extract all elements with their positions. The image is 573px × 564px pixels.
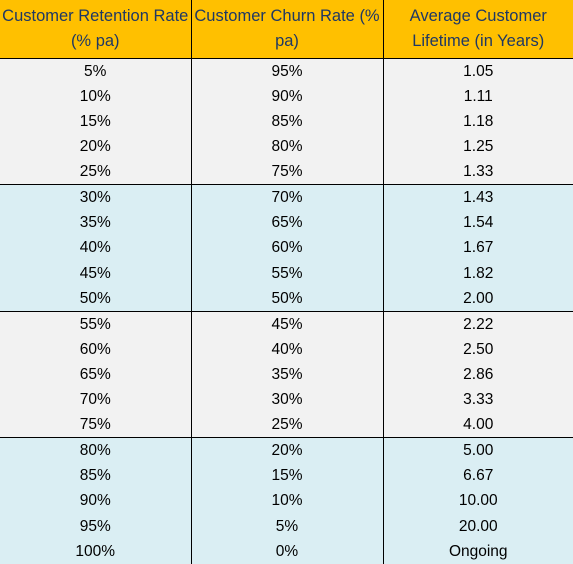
cell-average-lifetime: 10.00 <box>382 488 573 514</box>
cell-average-lifetime: 2.22 <box>382 310 573 337</box>
table-row: 45% 55% 1.82 <box>0 260 573 286</box>
cell-retention-rate: 30% <box>0 184 191 211</box>
table-row: 80% 20% 5.00 <box>0 437 573 464</box>
cell-retention-rate: 55% <box>0 310 191 337</box>
table-body: 5% 95% 1.05 10% 90% 1.11 15% 85% 1.18 20% 80% 1.25 2… <box>0 58 573 564</box>
header-churn-rate: Customer Churn Rate (% pa) <box>190 0 383 59</box>
table-row: 75% 25% 4.00 <box>0 412 573 438</box>
cell-churn-rate: 40% <box>190 336 383 362</box>
cell-retention-rate: 90% <box>0 488 191 514</box>
table-row: 65% 35% 2.86 <box>0 361 573 387</box>
cell-churn-rate: 45% <box>190 310 383 337</box>
cell-retention-rate: 10% <box>0 83 191 109</box>
cell-retention-rate: 95% <box>0 513 191 539</box>
cell-retention-rate: 65% <box>0 361 191 387</box>
cell-average-lifetime: 1.25 <box>382 133 573 160</box>
cell-retention-rate: 100% <box>0 538 191 564</box>
cell-churn-rate: 85% <box>190 108 383 134</box>
table-row: 85% 15% 6.67 <box>0 463 573 489</box>
cell-average-lifetime: 20.00 <box>382 513 573 539</box>
cell-average-lifetime: 1.11 <box>382 83 573 109</box>
table-row: 90% 10% 10.00 <box>0 488 573 514</box>
table-row: 20% 80% 1.25 <box>0 133 573 160</box>
header-row: Customer Retention Rate (% pa) Customer … <box>0 0 573 59</box>
header-retention-rate: Customer Retention Rate (% pa) <box>0 0 191 59</box>
cell-average-lifetime: 1.18 <box>382 108 573 134</box>
cell-churn-rate: 20% <box>190 437 383 464</box>
cell-average-lifetime: 2.00 <box>382 285 573 312</box>
table-row: 70% 30% 3.33 <box>0 387 573 413</box>
cell-average-lifetime: 1.33 <box>382 159 573 185</box>
table-row: 60% 40% 2.50 <box>0 336 573 362</box>
cell-churn-rate: 55% <box>190 260 383 286</box>
cell-average-lifetime: 6.67 <box>382 463 573 489</box>
cell-retention-rate: 50% <box>0 285 191 312</box>
cell-retention-rate: 70% <box>0 387 191 413</box>
cell-average-lifetime: 1.82 <box>382 260 573 286</box>
cell-retention-rate: 45% <box>0 260 191 286</box>
cell-churn-rate: 50% <box>190 285 383 312</box>
cell-retention-rate: 5% <box>0 58 191 84</box>
cell-churn-rate: 90% <box>190 83 383 109</box>
table-header: Customer Retention Rate (% pa) Customer … <box>0 0 573 59</box>
table-row: 15% 85% 1.18 <box>0 108 573 134</box>
cell-retention-rate: 75% <box>0 412 191 438</box>
cell-retention-rate: 15% <box>0 108 191 134</box>
cell-average-lifetime: 1.43 <box>382 184 573 211</box>
cell-churn-rate: 0% <box>190 538 383 564</box>
cell-average-lifetime: 2.86 <box>382 361 573 387</box>
table-row: 55% 45% 2.22 <box>0 310 573 337</box>
cell-average-lifetime: 3.33 <box>382 387 573 413</box>
table-row: 30% 70% 1.43 <box>0 184 573 211</box>
header-average-lifetime: Average Customer Lifetime (in Years) <box>382 0 573 59</box>
table-row: 100% 0% Ongoing <box>0 538 573 564</box>
cell-average-lifetime: 2.50 <box>382 336 573 362</box>
cell-churn-rate: 65% <box>190 210 383 236</box>
cell-churn-rate: 5% <box>190 513 383 539</box>
table-row: 50% 50% 2.00 <box>0 285 573 312</box>
cell-churn-rate: 15% <box>190 463 383 489</box>
cell-retention-rate: 85% <box>0 463 191 489</box>
cell-churn-rate: 30% <box>190 387 383 413</box>
cell-retention-rate: 80% <box>0 437 191 464</box>
cell-retention-rate: 20% <box>0 133 191 160</box>
cell-retention-rate: 25% <box>0 159 191 185</box>
cell-churn-rate: 75% <box>190 159 383 185</box>
cell-churn-rate: 95% <box>190 58 383 84</box>
cell-retention-rate: 40% <box>0 235 191 261</box>
table-row: 95% 5% 20.00 <box>0 513 573 539</box>
cell-retention-rate: 60% <box>0 336 191 362</box>
cell-average-lifetime: 1.05 <box>382 58 573 84</box>
table-row: 5% 95% 1.05 <box>0 58 573 84</box>
cell-churn-rate: 80% <box>190 133 383 160</box>
cell-churn-rate: 60% <box>190 235 383 261</box>
cell-churn-rate: 10% <box>190 488 383 514</box>
table-row: 35% 65% 1.54 <box>0 210 573 236</box>
cell-churn-rate: 25% <box>190 412 383 438</box>
cell-average-lifetime: 4.00 <box>382 412 573 438</box>
table-row: 25% 75% 1.33 <box>0 159 573 185</box>
table-row: 40% 60% 1.67 <box>0 235 573 261</box>
cell-churn-rate: 70% <box>190 184 383 211</box>
cell-average-lifetime: 1.54 <box>382 210 573 236</box>
cell-churn-rate: 35% <box>190 361 383 387</box>
cell-average-lifetime: 5.00 <box>382 437 573 464</box>
cell-retention-rate: 35% <box>0 210 191 236</box>
cell-average-lifetime: Ongoing <box>382 538 573 564</box>
cell-average-lifetime: 1.67 <box>382 235 573 261</box>
table-row: 10% 90% 1.11 <box>0 83 573 109</box>
